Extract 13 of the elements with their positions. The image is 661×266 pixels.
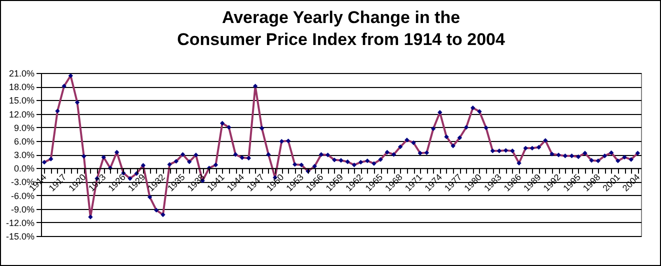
y-tick-label: 21.0% <box>8 68 34 78</box>
y-tick-label: -9.0% <box>10 204 34 214</box>
y-tick-label: 3.0% <box>14 150 34 160</box>
y-tick-label: -15.0% <box>6 232 34 242</box>
y-tick-label: 6.0% <box>14 136 34 146</box>
y-tick-label: 9.0% <box>14 122 34 133</box>
y-tick-label: 15.0% <box>8 96 34 106</box>
y-tick-label: 12.0% <box>8 109 34 120</box>
y-tick-label: 0.0% <box>14 164 34 174</box>
y-tick-label: 18.0% <box>8 82 34 92</box>
y-tick-label: -6.0% <box>10 190 34 201</box>
y-tick-label: -12.0% <box>6 218 34 228</box>
chart-title: Average Yearly Change in the Consumer Price Index from 1914 to 2004 <box>177 8 506 49</box>
